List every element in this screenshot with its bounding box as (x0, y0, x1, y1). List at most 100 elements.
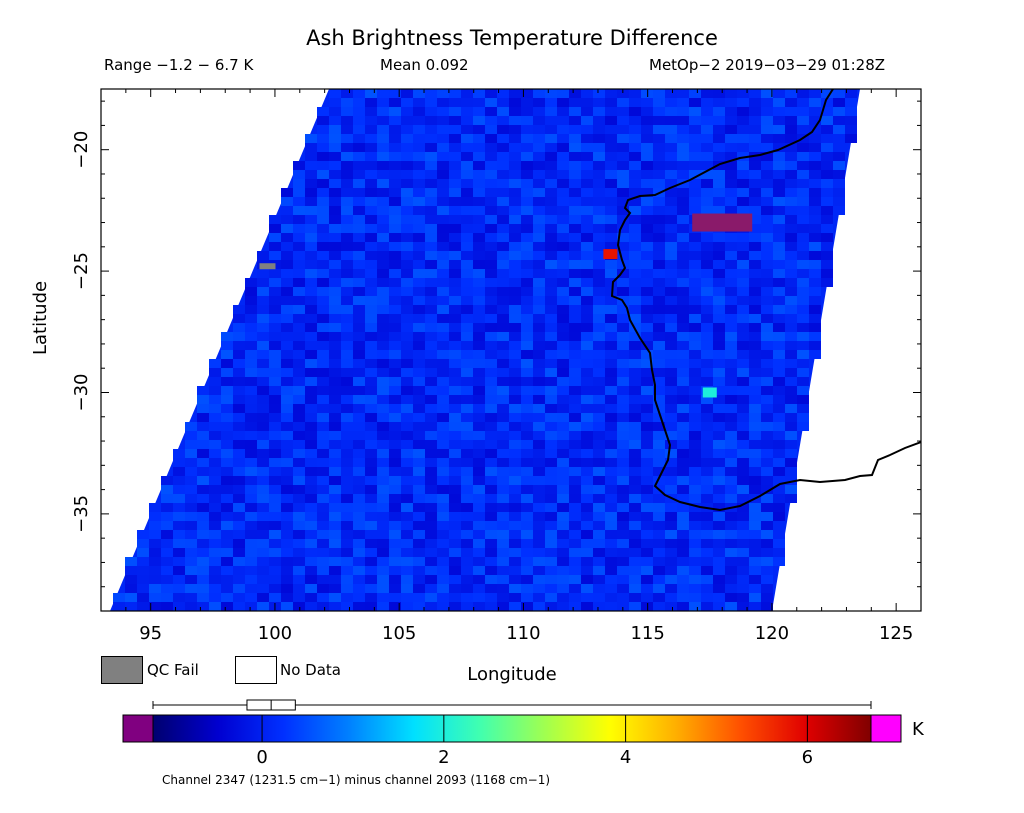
swath-pixel (461, 98, 473, 107)
swath-pixel (473, 260, 485, 269)
swath-pixel (809, 233, 821, 242)
swath-pixel (293, 323, 305, 332)
swath-pixel (761, 224, 773, 233)
swath-pixel (605, 377, 617, 386)
swath-pixel (293, 278, 305, 287)
swath-pixel (413, 566, 425, 575)
swath-pixel (509, 404, 521, 413)
swath-pixel (725, 368, 737, 377)
swath-pixel (269, 233, 281, 242)
swath-pixel (629, 368, 641, 377)
swath-pixel (797, 179, 809, 188)
swath-pixel (197, 458, 209, 467)
swath-pixel (125, 602, 137, 611)
swath-pixel (797, 368, 809, 377)
swath-pixel (221, 521, 233, 530)
swath-pixel (581, 98, 593, 107)
swath-pixel (497, 224, 509, 233)
swath-pixel (653, 233, 665, 242)
swath-pixel (749, 251, 761, 260)
swath-pixel (173, 566, 185, 575)
swath-pixel (785, 350, 797, 359)
swath-pixel (545, 305, 557, 314)
swath-pixel (569, 152, 581, 161)
swath-pixel (533, 188, 545, 197)
swath-pixel (353, 134, 365, 143)
swath-pixel (629, 548, 641, 557)
swath-pixel (509, 512, 521, 521)
swath-pixel (605, 359, 617, 368)
swath-pixel (713, 143, 725, 152)
swath-pixel (605, 548, 617, 557)
swath-pixel (521, 476, 533, 485)
swath-pixel (653, 584, 665, 593)
swath-pixel (317, 548, 329, 557)
swath-pixel (473, 440, 485, 449)
swath-pixel (401, 251, 413, 260)
swath-pixel (473, 377, 485, 386)
swath-pixel (581, 557, 593, 566)
swath-pixel (509, 602, 521, 611)
swath-pixel (401, 341, 413, 350)
swath-pixel (545, 323, 557, 332)
swath-pixel (713, 242, 725, 251)
swath-pixel (329, 125, 341, 134)
swath-pixel (281, 467, 293, 476)
swath-pixel (425, 161, 437, 170)
swath-pixel (473, 593, 485, 602)
swath-pixel (473, 557, 485, 566)
lon-tick-label: 95 (139, 623, 162, 644)
swath-pixel (221, 467, 233, 476)
swath-pixel (245, 395, 257, 404)
swath-pixel (305, 602, 317, 611)
swath-pixel (365, 152, 377, 161)
swath-pixel (617, 350, 629, 359)
swath-pixel (257, 422, 269, 431)
swath-pixel (473, 458, 485, 467)
swath-pixel (725, 251, 737, 260)
swath-pixel (713, 584, 725, 593)
swath-pixel (389, 458, 401, 467)
swath-pixel (581, 395, 593, 404)
swath-pixel (221, 449, 233, 458)
swath-pixel (581, 359, 593, 368)
swath-pixel (461, 188, 473, 197)
swath-pixel (761, 341, 773, 350)
swath-pixel (197, 584, 209, 593)
swath-pixel (605, 98, 617, 107)
swath-pixel (269, 251, 281, 260)
swath-pixel (653, 467, 665, 476)
swath-pixel (581, 224, 593, 233)
swath-pixel (461, 602, 473, 611)
swath-pixel (569, 503, 581, 512)
swath-pixel (833, 116, 845, 125)
swath-pixel (581, 269, 593, 278)
swath-pixel (377, 233, 389, 242)
swath-pixel (221, 476, 233, 485)
swath-pixel (821, 161, 833, 170)
swath-pixel (509, 305, 521, 314)
swath-pixel (209, 503, 221, 512)
swath-pixel (797, 215, 809, 224)
swath-pixel (377, 368, 389, 377)
swath-pixel (269, 242, 281, 251)
swath-pixel (785, 125, 797, 134)
swath-pixel (737, 593, 749, 602)
swath-pixel (593, 557, 605, 566)
swath-pixel (653, 449, 665, 458)
swath-pixel (545, 161, 557, 170)
swath-pixel (617, 134, 629, 143)
swath-pixel (221, 503, 233, 512)
swath-pixel (593, 521, 605, 530)
swath-pixel (785, 323, 797, 332)
swath-pixel (401, 296, 413, 305)
swath-pixel (701, 98, 713, 107)
swath-pixel (389, 287, 401, 296)
swath-pixel (749, 116, 761, 125)
swath-pixel (449, 188, 461, 197)
swath-pixel (785, 89, 797, 98)
swath-pixel (269, 350, 281, 359)
swath-pixel (557, 467, 569, 476)
swath-pixel (401, 143, 413, 152)
swath-pixel (269, 539, 281, 548)
